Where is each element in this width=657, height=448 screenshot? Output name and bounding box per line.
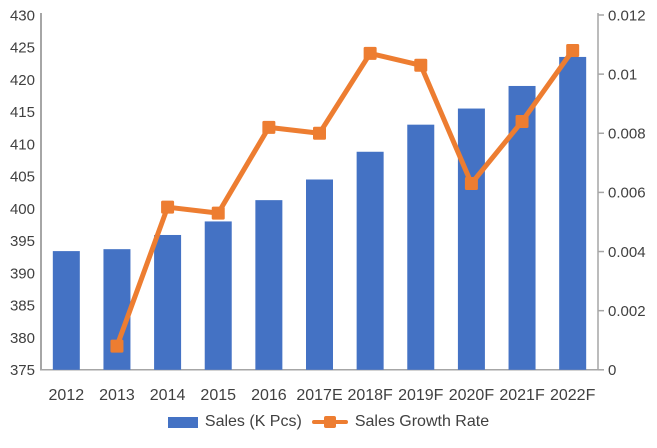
- y-left-tick-375: 375: [10, 362, 35, 379]
- growth-marker-2021F: [515, 114, 529, 128]
- growth-marker-2017E: [313, 126, 326, 140]
- x-tick-2017E: 2017E: [296, 387, 342, 404]
- y-left-tick-430: 430: [10, 7, 35, 24]
- bar-2018F: [356, 151, 384, 370]
- y-left-tick-390: 390: [10, 265, 35, 282]
- growth-marker-2018F: [363, 46, 377, 60]
- y-right-tick-0: 0: [608, 362, 616, 379]
- legend-item-growth-rate: Sales Growth Rate: [311, 412, 490, 432]
- bar-2015: [204, 221, 232, 370]
- bar-2012: [52, 251, 80, 370]
- y-right-tick-0.012: 0.012: [608, 7, 646, 24]
- x-tick-2014: 2014: [150, 387, 186, 404]
- legend-item-sales: Sales (K Pcs): [167, 412, 302, 432]
- x-tick-2012: 2012: [49, 387, 85, 404]
- legend-label-growth-rate: Sales Growth Rate: [354, 413, 490, 430]
- y-left-tick-380: 380: [10, 330, 35, 347]
- x-tick-2016: 2016: [251, 387, 287, 404]
- growth-marker-2014: [161, 200, 175, 214]
- x-tick-2018F: 2018F: [347, 387, 393, 404]
- bar-2017E: [306, 179, 333, 370]
- chart-legend: Sales (K Pcs) Sales Growth Rate: [0, 412, 657, 432]
- growth-marker-2013: [110, 339, 124, 353]
- bar-2021F: [508, 85, 536, 370]
- y-left-tick-400: 400: [10, 201, 35, 218]
- x-tick-2020F: 2020F: [449, 387, 495, 404]
- bar-2016: [255, 200, 283, 370]
- x-tick-2022F: 2022F: [550, 387, 596, 404]
- bar-2022F: [559, 56, 587, 370]
- y-left-tick-395: 395: [10, 233, 35, 250]
- y-right-tick-0.004: 0.004: [608, 244, 646, 261]
- bar-2020F: [457, 108, 485, 370]
- bar-2019F: [407, 124, 435, 370]
- bar-2014: [154, 234, 182, 370]
- y-left-tick-405: 405: [10, 169, 35, 186]
- chart-plot-area: 375 380 385 390 395 400 405 410 415 420 425 430 0 0.0…: [10, 7, 646, 404]
- growth-marker-2020F: [464, 177, 478, 191]
- x-tick-2021F: 2021F: [499, 387, 545, 404]
- x-tick-2015: 2015: [200, 387, 236, 404]
- y-left-tick-385: 385: [10, 298, 35, 315]
- bar-series-swatch-icon: [167, 416, 198, 428]
- growth-rate-line: [114, 47, 576, 349]
- legend-label-sales: Sales (K Pcs): [204, 413, 302, 430]
- growth-marker-2019F: [414, 58, 428, 72]
- y-left-tick-420: 420: [10, 72, 35, 89]
- y-left-tick-410: 410: [10, 136, 35, 153]
- y-left-tick-425: 425: [10, 40, 35, 57]
- growth-marker-2022F: [566, 43, 580, 57]
- x-tick-2013: 2013: [99, 387, 135, 404]
- growth-marker-2016: [262, 120, 276, 134]
- line-marker-swatch-icon: [311, 416, 348, 429]
- y-right-tick-0.01: 0.01: [608, 66, 637, 83]
- x-tick-2019F: 2019F: [398, 387, 444, 404]
- y-left-tick-415: 415: [10, 104, 35, 121]
- growth-marker-2015: [211, 206, 225, 220]
- y-right-tick-0.008: 0.008: [608, 126, 646, 143]
- y-right-tick-0.006: 0.006: [608, 185, 646, 202]
- y-right-tick-0.002: 0.002: [608, 303, 646, 320]
